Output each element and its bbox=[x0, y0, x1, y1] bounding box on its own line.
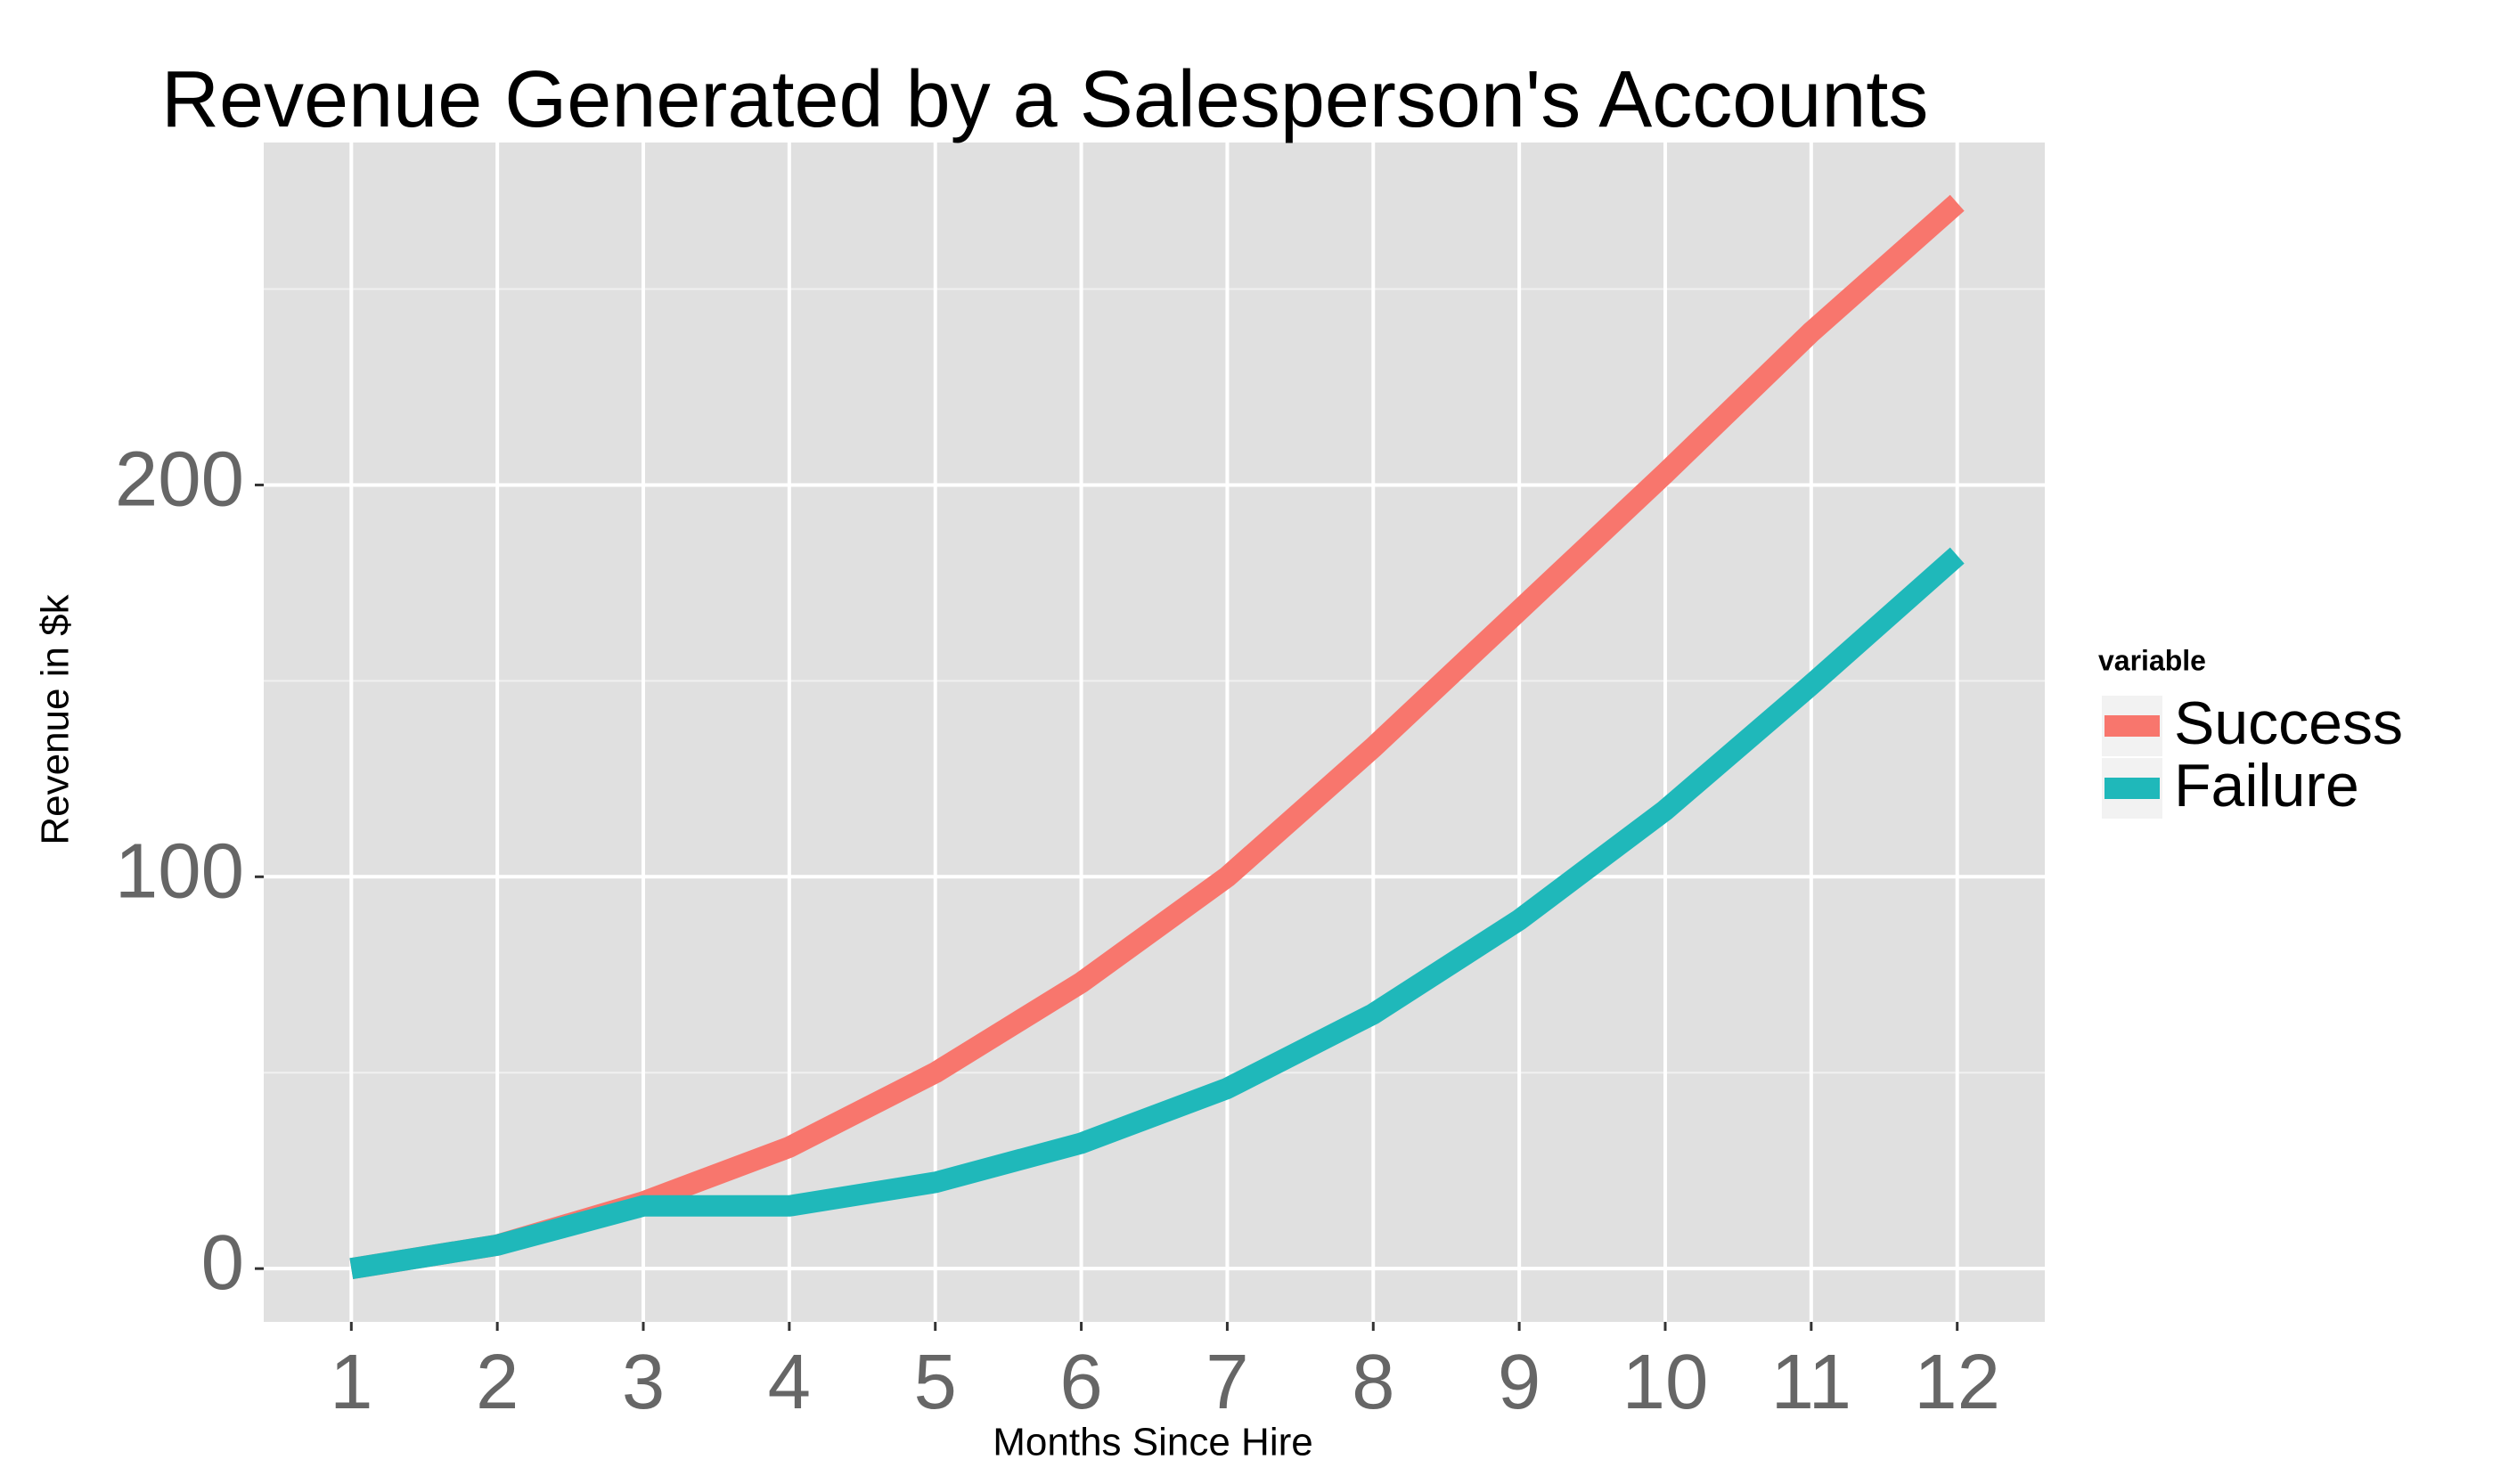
x-tick-label: 10 bbox=[1622, 1339, 1709, 1425]
y-axis-title: Revenue in $k bbox=[34, 593, 78, 844]
legend-title: variable bbox=[2098, 644, 2206, 676]
legend-label: Failure bbox=[2174, 752, 2359, 819]
x-tick-label: 3 bbox=[622, 1339, 665, 1425]
legend-label: Success bbox=[2174, 689, 2403, 757]
x-tick-label: 2 bbox=[476, 1339, 519, 1425]
y-tick-label: 0 bbox=[201, 1219, 244, 1306]
x-tick-label: 7 bbox=[1205, 1339, 1248, 1425]
chart-title: Revenue Generated by a Salesperson's Acc… bbox=[161, 55, 1928, 144]
x-tick-label: 5 bbox=[914, 1339, 957, 1425]
x-tick-label: 6 bbox=[1059, 1339, 1102, 1425]
y-tick-label: 200 bbox=[115, 436, 244, 522]
x-axis-title: Months Since Hire bbox=[993, 1421, 1312, 1464]
series-line bbox=[349, 547, 1965, 1280]
x-tick-label: 9 bbox=[1498, 1339, 1541, 1425]
x-tick-label: 8 bbox=[1352, 1339, 1394, 1425]
x-tick-label: 4 bbox=[768, 1339, 811, 1425]
plot-panel bbox=[264, 143, 2045, 1322]
y-tick-label: 100 bbox=[115, 828, 244, 914]
x-tick-label: 11 bbox=[1771, 1339, 1851, 1425]
x-tick-label: 1 bbox=[330, 1339, 372, 1425]
x-tick-label: 12 bbox=[1914, 1339, 2000, 1425]
